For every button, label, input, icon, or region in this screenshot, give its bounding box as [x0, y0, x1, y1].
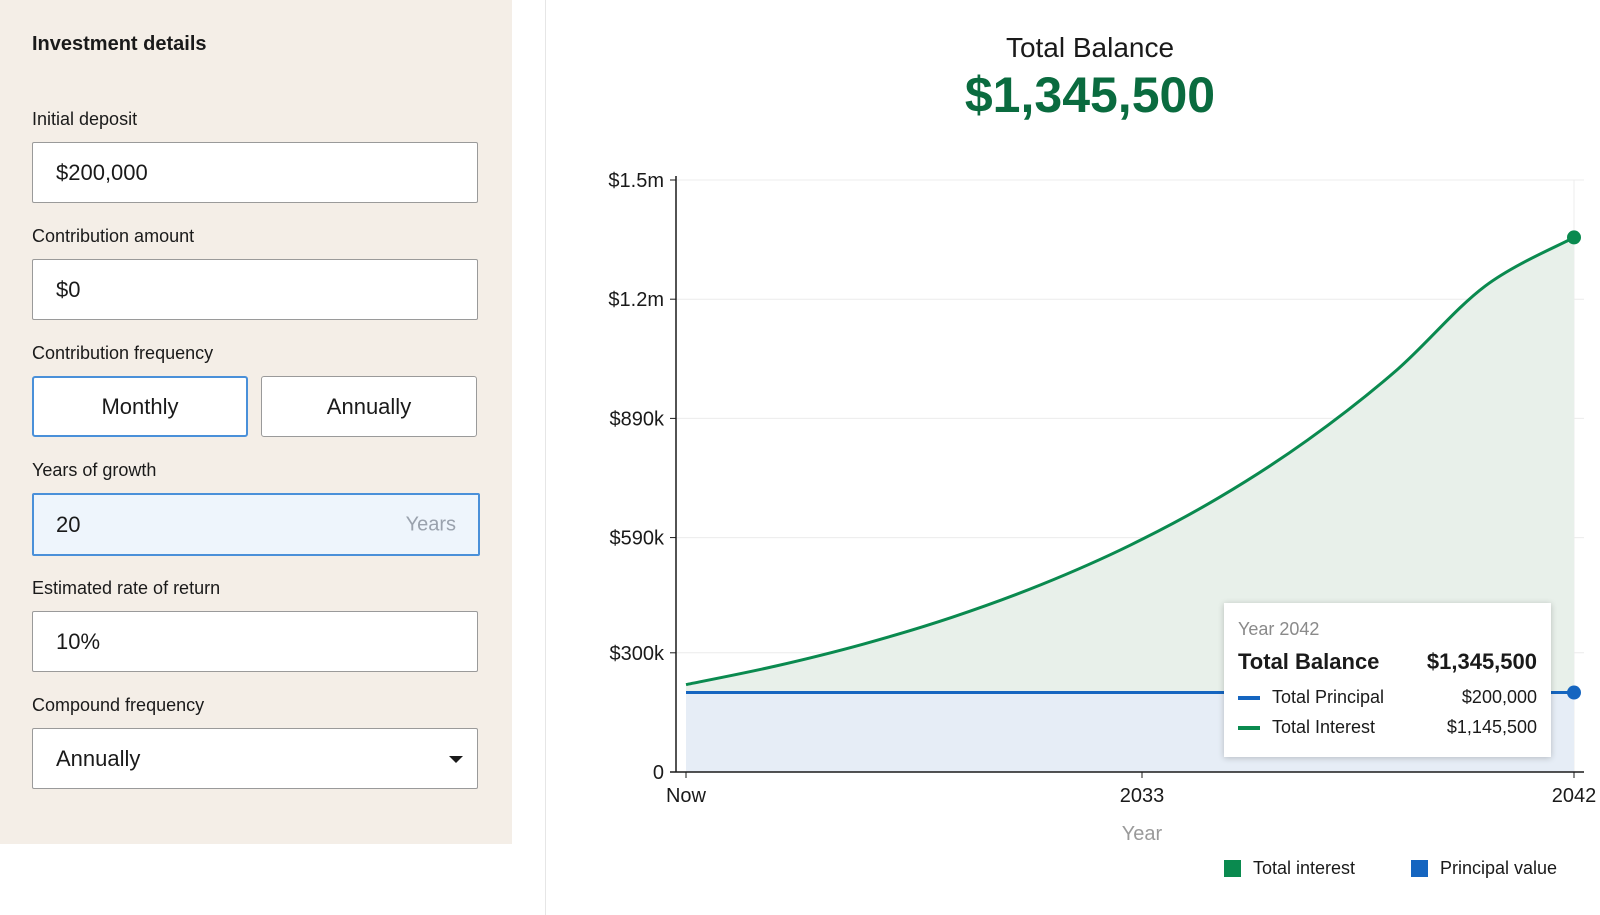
legend-swatch-interest — [1224, 860, 1241, 877]
y-tick-label: $590k — [610, 528, 665, 550]
y-tick-label: $890k — [610, 408, 665, 430]
frequency-monthly-button[interactable]: Monthly — [32, 376, 248, 437]
interest-end-point — [1567, 230, 1581, 245]
rate-of-return-label: Estimated rate of return — [32, 578, 221, 598]
chevron-down-icon — [449, 755, 463, 763]
total-balance-value: $1,345,500 — [964, 67, 1216, 123]
y-tick-label: $300k — [610, 643, 665, 665]
tooltip-total-value: $1,345,500 — [1426, 649, 1537, 674]
years-suffix: Years — [405, 513, 456, 535]
contribution-frequency-label: Contribution frequency — [32, 343, 214, 363]
tooltip-year: Year 2042 — [1238, 619, 1320, 639]
initial-deposit-value: $200,000 — [56, 159, 148, 185]
principal-end-point — [1567, 685, 1581, 700]
interest-area — [686, 237, 1574, 693]
chart-tooltip: Year 2042 Total Balance $1,345,500 Total… — [1224, 603, 1551, 757]
tooltip-principal-label: Total Principal — [1272, 687, 1385, 707]
compound-frequency-select[interactable]: Annually — [32, 728, 478, 789]
compound-frequency-label: Compound frequency — [32, 695, 205, 715]
frequency-annually-button[interactable]: Annually — [261, 376, 477, 437]
interest-line — [685, 236, 1575, 687]
tooltip-interest-label: Total Interest — [1272, 717, 1376, 737]
total-balance-label: Total Balance — [1005, 32, 1175, 63]
principal-swatch — [1238, 696, 1260, 700]
years-of-growth-label: Years of growth — [32, 460, 157, 480]
years-of-growth-input[interactable]: 20 Years — [32, 493, 480, 556]
interest-swatch — [1238, 726, 1260, 730]
contribution-amount-label: Contribution amount — [32, 226, 195, 246]
y-tick-label: 0 — [653, 762, 664, 784]
panel-divider — [545, 0, 546, 915]
panel-title: Investment details — [32, 33, 207, 55]
investment-details-panel: Investment details Initial deposit $200,… — [0, 0, 512, 844]
rate-of-return-value: 10% — [56, 628, 101, 654]
y-tick-label: $1.2m — [608, 289, 664, 311]
y-tick-label: $1.5m — [608, 170, 664, 192]
tooltip-interest-value: $1,145,500 — [1446, 717, 1537, 737]
compound-frequency-value: Annually — [56, 745, 141, 771]
rate-of-return-input[interactable]: 10% — [32, 611, 478, 672]
x-tick-label: 2042 — [1552, 785, 1597, 807]
tooltip-total-label: Total Balance — [1238, 649, 1380, 674]
legend-label-principal: Principal value — [1440, 858, 1558, 878]
years-of-growth-value: 20 — [56, 511, 81, 537]
contribution-amount-input[interactable]: $0 — [32, 259, 478, 320]
legend-label-interest: Total interest — [1253, 858, 1356, 878]
legend-swatch-principal — [1411, 860, 1428, 877]
contribution-amount-value: $0 — [56, 276, 81, 302]
x-tick-label: 2033 — [1120, 785, 1165, 807]
tooltip-principal-value: $200,000 — [1461, 687, 1537, 707]
legend-principal-value[interactable]: Principal value — [1411, 858, 1557, 879]
x-axis-title: Year — [1122, 823, 1163, 845]
initial-deposit-input[interactable]: $200,000 — [32, 142, 478, 203]
x-tick-label: Now — [666, 785, 707, 807]
legend-total-interest[interactable]: Total interest — [1224, 858, 1355, 879]
initial-deposit-label: Initial deposit — [32, 109, 138, 129]
